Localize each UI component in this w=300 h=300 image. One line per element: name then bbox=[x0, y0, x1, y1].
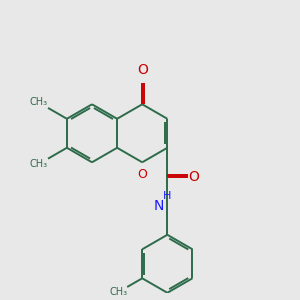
Text: CH₃: CH₃ bbox=[109, 287, 128, 297]
Text: N: N bbox=[154, 199, 164, 213]
Text: O: O bbox=[189, 170, 200, 184]
Text: O: O bbox=[137, 63, 148, 77]
Text: O: O bbox=[137, 167, 147, 181]
Text: H: H bbox=[163, 190, 172, 201]
Text: CH₃: CH₃ bbox=[29, 159, 48, 169]
Text: CH₃: CH₃ bbox=[29, 98, 48, 107]
